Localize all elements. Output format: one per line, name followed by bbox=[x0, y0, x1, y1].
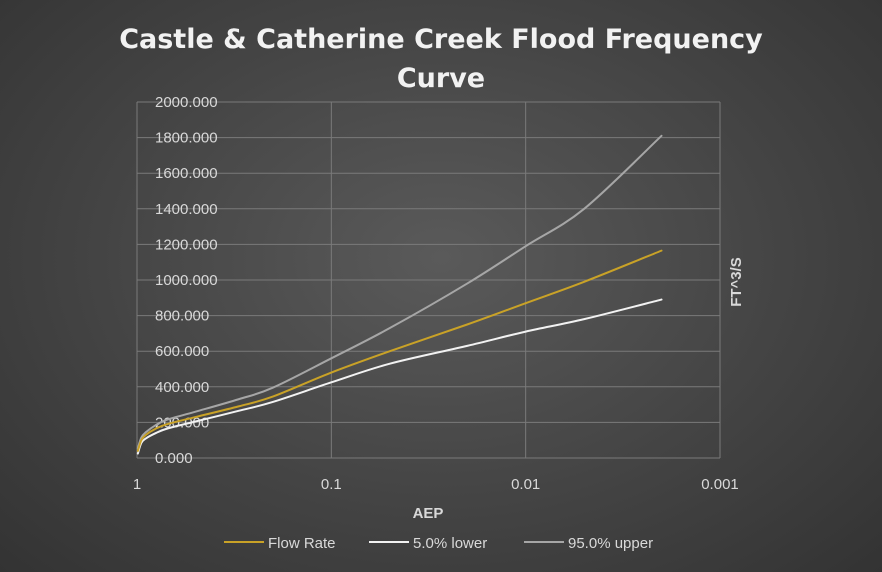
legend: Flow Rate 5.0% lower 95.0% upper bbox=[224, 535, 653, 552]
y-axis-title: FT^3/S bbox=[728, 257, 745, 307]
y-tick-label: 1600.000 bbox=[155, 165, 218, 182]
legend-label: 5.0% lower bbox=[413, 535, 487, 552]
series-lines bbox=[136, 134, 663, 455]
legend-label: 95.0% upper bbox=[568, 535, 653, 552]
y-tick-label: 400.000 bbox=[155, 379, 209, 396]
chart-title-line-2: Curve bbox=[397, 63, 485, 94]
x-axis-title: AEP bbox=[413, 505, 444, 522]
y-axis-ticks: 0.000 200.000 400.000 600.000 800.000 1000.00… bbox=[155, 94, 218, 467]
y-tick-label: 2000.000 bbox=[155, 94, 218, 111]
y-tick-label: 600.000 bbox=[155, 343, 209, 360]
x-tick-label: 0.01 bbox=[511, 476, 540, 493]
x-tick-label: 0.1 bbox=[321, 476, 342, 493]
y-tick-label: 1200.000 bbox=[155, 236, 218, 253]
y-tick-label: 800.000 bbox=[155, 308, 209, 325]
y-tick-label: 0.000 bbox=[155, 450, 193, 467]
x-tick-label: 0.001 bbox=[701, 476, 739, 493]
x-tick-label: 1 bbox=[133, 476, 141, 493]
y-tick-label: 1000.000 bbox=[155, 272, 218, 289]
legend-label: Flow Rate bbox=[268, 535, 336, 552]
gridlines bbox=[136, 101, 721, 459]
y-tick-label: 1800.000 bbox=[155, 130, 218, 147]
series-line-95-0-upper bbox=[136, 134, 663, 450]
x-axis-ticks: 1 0.1 0.01 0.001 bbox=[133, 476, 739, 493]
series-line-5-0-lower bbox=[136, 298, 663, 455]
chart-title-line-1: Castle & Catherine Creek Flood Frequency bbox=[119, 24, 763, 55]
y-tick-label: 200.000 bbox=[155, 414, 209, 431]
y-tick-label: 1400.000 bbox=[155, 201, 218, 218]
series-line-flow-rate bbox=[136, 249, 663, 452]
